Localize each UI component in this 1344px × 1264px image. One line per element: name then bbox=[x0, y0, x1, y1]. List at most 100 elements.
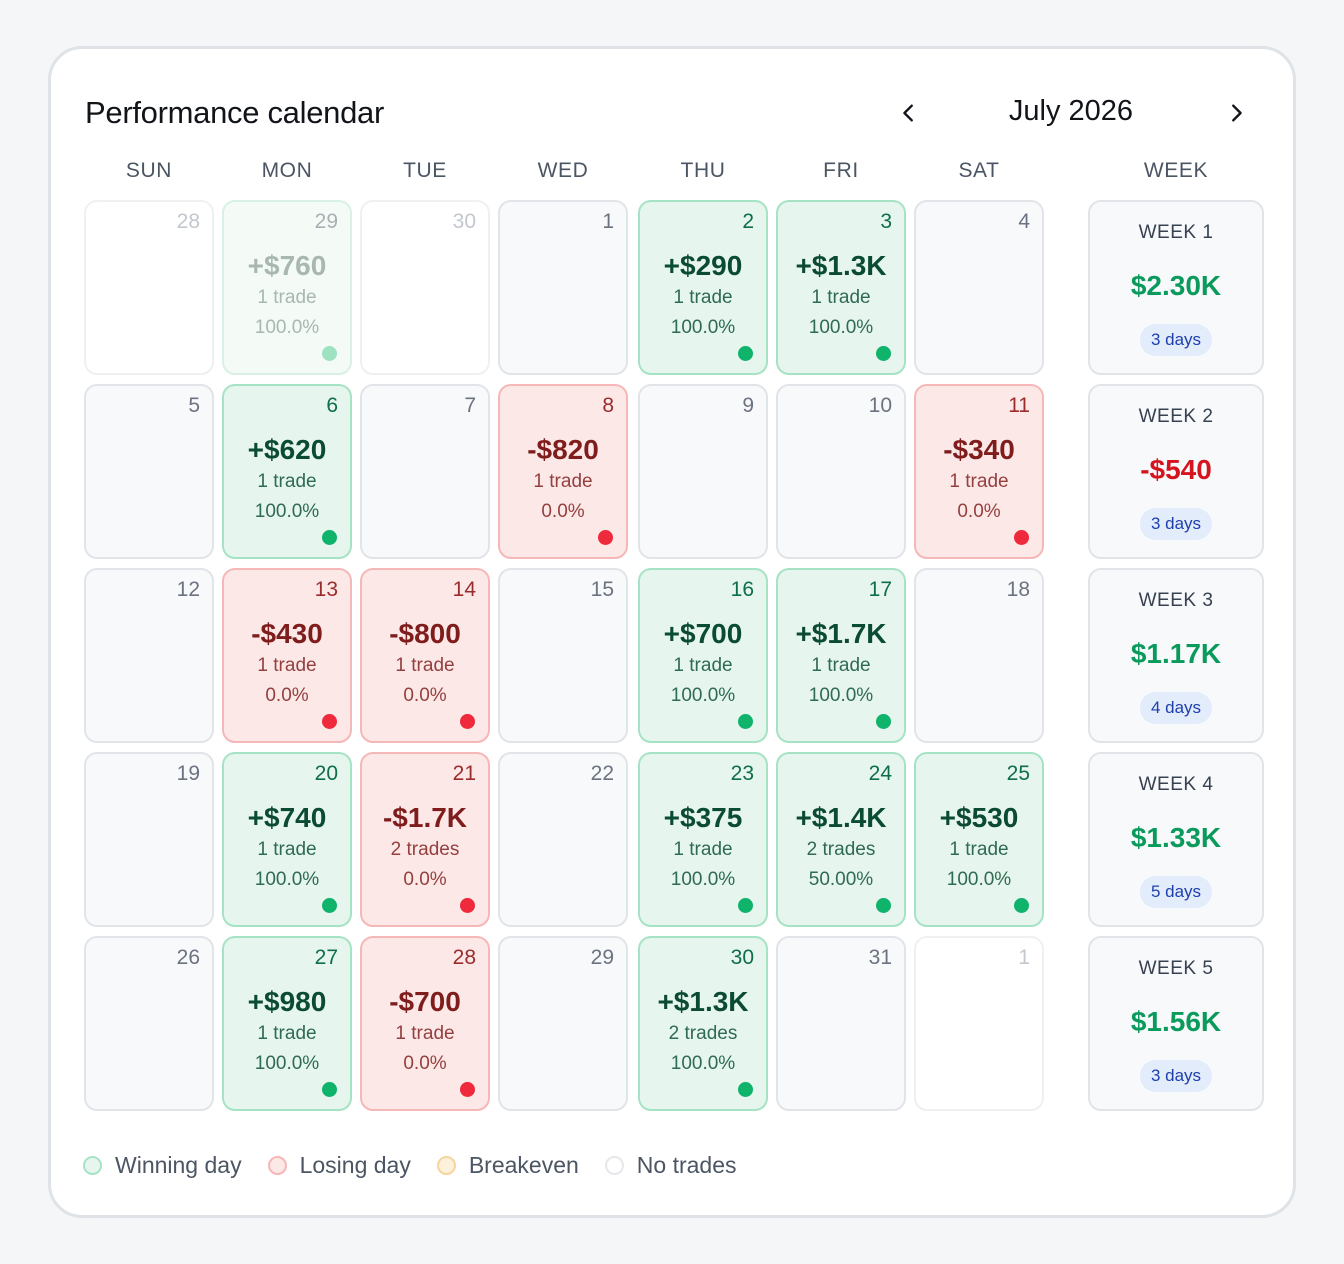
day-cell[interactable]: 30 bbox=[360, 200, 490, 375]
day-pnl: +$740 bbox=[247, 802, 327, 833]
legend-label: No trades bbox=[636, 1152, 737, 1178]
day-cell[interactable]: 10 bbox=[776, 384, 906, 559]
day-cell[interactable]: 16 +$700 1 trade 100.0% bbox=[638, 568, 768, 743]
week-days-badge: 5 days bbox=[1139, 876, 1213, 908]
day-cell[interactable]: 24 +$1.4K 2 trades 50.00% bbox=[776, 752, 906, 927]
day-pnl: +$290 bbox=[663, 250, 743, 281]
day-cell[interactable]: 20 +$740 1 trade 100.0% bbox=[222, 752, 352, 927]
day-cell[interactable]: 18 bbox=[914, 568, 1044, 743]
day-pnl: +$1.4K bbox=[795, 802, 887, 833]
day-number: 29 bbox=[590, 946, 614, 969]
day-pnl: +$1.3K bbox=[657, 986, 749, 1017]
legend-item-none: No trades bbox=[604, 1152, 737, 1179]
day-number: 28 bbox=[452, 946, 476, 969]
weekday-header-fri: FRI bbox=[823, 159, 859, 182]
week-days-badge: 3 days bbox=[1139, 324, 1213, 356]
week-summary-card[interactable]: WEEK 2 -$540 3 days bbox=[1088, 384, 1264, 559]
day-number: 27 bbox=[314, 946, 338, 969]
week-label: WEEK 2 bbox=[1138, 406, 1214, 427]
day-cell[interactable]: 23 +$375 1 trade 100.0% bbox=[638, 752, 768, 927]
week-days-badge: 3 days bbox=[1139, 508, 1213, 540]
status-dot-icon bbox=[1014, 530, 1029, 545]
status-dot-icon bbox=[1014, 898, 1029, 913]
day-cell[interactable]: 13 -$430 1 trade 0.0% bbox=[222, 568, 352, 743]
day-number: 24 bbox=[868, 762, 892, 785]
day-trade-count: 1 trade bbox=[257, 839, 317, 860]
status-dot-icon bbox=[460, 714, 475, 729]
day-cell[interactable]: 27 +$980 1 trade 100.0% bbox=[222, 936, 352, 1111]
status-dot-icon bbox=[738, 346, 753, 361]
day-cell[interactable]: 19 bbox=[84, 752, 214, 927]
day-cell[interactable]: 1 bbox=[914, 936, 1044, 1111]
day-pnl: -$700 bbox=[389, 986, 461, 1017]
day-win-rate: 100.0% bbox=[946, 869, 1012, 890]
day-cell[interactable]: 8 -$820 1 trade 0.0% bbox=[498, 384, 628, 559]
day-number: 5 bbox=[188, 394, 200, 417]
week-total: $1.33K bbox=[1130, 822, 1222, 853]
day-cell[interactable]: 25 +$530 1 trade 100.0% bbox=[914, 752, 1044, 927]
day-trade-count: 1 trade bbox=[395, 655, 455, 676]
day-pnl: +$620 bbox=[247, 434, 327, 465]
day-cell[interactable]: 14 -$800 1 trade 0.0% bbox=[360, 568, 490, 743]
day-trade-count: 1 trade bbox=[257, 287, 317, 308]
day-number: 15 bbox=[590, 578, 614, 601]
week-summary-card[interactable]: WEEK 3 $1.17K 4 days bbox=[1088, 568, 1264, 743]
day-pnl: -$800 bbox=[389, 618, 461, 649]
day-number: 16 bbox=[730, 578, 754, 601]
day-cell[interactable]: 4 bbox=[914, 200, 1044, 375]
day-cell[interactable]: 31 bbox=[776, 936, 906, 1111]
chevron-left-icon bbox=[903, 104, 913, 122]
day-win-rate: 100.0% bbox=[254, 869, 320, 890]
day-number: 25 bbox=[1006, 762, 1030, 785]
day-cell[interactable]: 28 bbox=[84, 200, 214, 375]
day-cell[interactable]: 2 +$290 1 trade 100.0% bbox=[638, 200, 768, 375]
day-pnl: -$430 bbox=[251, 618, 323, 649]
day-cell[interactable]: 21 -$1.7K 2 trades 0.0% bbox=[360, 752, 490, 927]
day-number: 30 bbox=[452, 210, 476, 233]
day-cell[interactable]: 6 +$620 1 trade 100.0% bbox=[222, 384, 352, 559]
day-cell[interactable]: 12 bbox=[84, 568, 214, 743]
legend-label: Losing day bbox=[299, 1152, 411, 1178]
week-total: $1.56K bbox=[1130, 1006, 1222, 1037]
next-month-button[interactable] bbox=[1218, 95, 1254, 131]
weekday-header-sun: SUN bbox=[125, 159, 173, 182]
day-trade-count: 2 trades bbox=[390, 839, 460, 860]
day-number: 3 bbox=[880, 210, 892, 233]
day-cell[interactable]: 28 -$700 1 trade 0.0% bbox=[360, 936, 490, 1111]
day-cell[interactable]: 5 bbox=[84, 384, 214, 559]
day-pnl: -$820 bbox=[527, 434, 599, 465]
day-pnl: +$375 bbox=[663, 802, 743, 833]
day-trade-count: 1 trade bbox=[811, 655, 871, 676]
legend-item-win: Winning day bbox=[83, 1152, 242, 1179]
day-cell[interactable]: 1 bbox=[498, 200, 628, 375]
prev-month-button[interactable] bbox=[891, 95, 927, 131]
status-dot-icon bbox=[322, 1082, 337, 1097]
day-cell[interactable]: 29 +$760 1 trade 100.0% bbox=[222, 200, 352, 375]
day-cell[interactable]: 30 +$1.3K 2 trades 100.0% bbox=[638, 936, 768, 1111]
week-summary-card[interactable]: WEEK 5 $1.56K 3 days bbox=[1088, 936, 1264, 1111]
day-cell[interactable]: 17 +$1.7K 1 trade 100.0% bbox=[776, 568, 906, 743]
day-win-rate: 100.0% bbox=[670, 685, 736, 706]
week-summary-card[interactable]: WEEK 1 $2.30K 3 days bbox=[1088, 200, 1264, 375]
day-trade-count: 1 trade bbox=[533, 471, 593, 492]
day-cell[interactable]: 11 -$340 1 trade 0.0% bbox=[914, 384, 1044, 559]
day-cell[interactable]: 9 bbox=[638, 384, 768, 559]
day-cell[interactable]: 26 bbox=[84, 936, 214, 1111]
day-trade-count: 1 trade bbox=[673, 839, 733, 860]
day-trade-count: 2 trades bbox=[668, 1023, 738, 1044]
day-cell[interactable]: 29 bbox=[498, 936, 628, 1111]
day-win-rate: 100.0% bbox=[254, 1053, 320, 1074]
week-total: $2.30K bbox=[1130, 270, 1222, 301]
day-number: 29 bbox=[314, 210, 338, 233]
day-win-rate: 0.0% bbox=[403, 1053, 447, 1074]
chevron-right-icon bbox=[1232, 104, 1242, 122]
day-cell[interactable]: 3 +$1.3K 1 trade 100.0% bbox=[776, 200, 906, 375]
day-cell[interactable]: 7 bbox=[360, 384, 490, 559]
legend-item-be: Breakeven bbox=[436, 1152, 579, 1179]
day-number: 4 bbox=[1018, 210, 1030, 233]
week-days-badge: 4 days bbox=[1139, 692, 1213, 724]
day-cell[interactable]: 22 bbox=[498, 752, 628, 927]
week-summary-card[interactable]: WEEK 4 $1.33K 5 days bbox=[1088, 752, 1264, 927]
day-cell[interactable]: 15 bbox=[498, 568, 628, 743]
day-win-rate: 100.0% bbox=[670, 317, 736, 338]
